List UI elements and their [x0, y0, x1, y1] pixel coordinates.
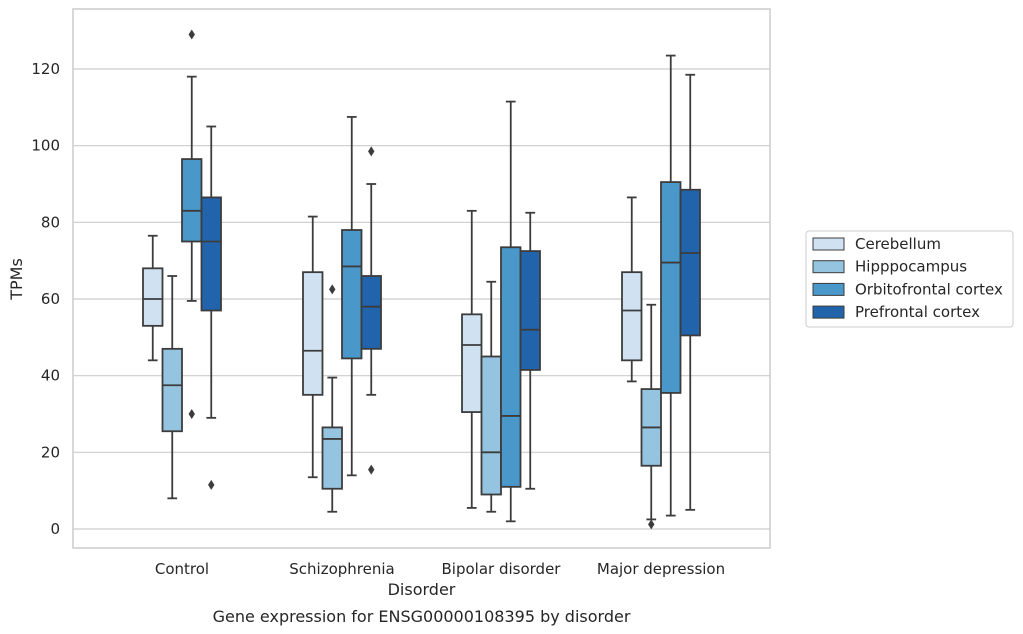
y-tick-label: 100: [31, 137, 60, 155]
box-iqr: [161, 347, 183, 433]
y-tick-label: 20: [41, 443, 60, 461]
box-iqr: [660, 181, 682, 394]
y-axis-ticks: 0 20 40 60 80 100 120: [31, 60, 60, 538]
box-iqr: [679, 188, 701, 337]
chart-title: Gene expression for ENSG00000108395 by d…: [213, 607, 631, 626]
box-iqr: [519, 250, 541, 371]
outlier-point: [329, 284, 336, 295]
box-cerebellum: [461, 209, 483, 509]
plot-frame: [72, 8, 771, 549]
legend-frame: [805, 230, 1014, 328]
box-prefrontal-cortex: [519, 211, 541, 490]
box-iqr: [621, 271, 643, 362]
box-hipppocampus: [161, 275, 183, 500]
box-iqr: [321, 426, 343, 490]
box-iqr: [500, 246, 522, 488]
x-tick-label: Control: [155, 560, 209, 578]
x-tick-label: Bipolar disorder: [442, 560, 562, 578]
box-iqr: [341, 229, 363, 360]
box-prefrontal-cortex: [360, 146, 382, 475]
x-tick-label: Major depression: [597, 560, 725, 578]
legend-swatch: [812, 305, 845, 319]
x-tick-label: Schizophrenia: [289, 560, 394, 578]
box-prefrontal-cortex: [200, 125, 222, 490]
box-cerebellum: [621, 196, 643, 383]
y-tick-label: 80: [41, 213, 60, 231]
legend-entry: Cerebellum: [855, 235, 941, 253]
box-iqr: [142, 267, 164, 327]
box-iqr: [181, 158, 203, 243]
outlier-point: [188, 409, 195, 419]
outlier-point: [188, 29, 195, 40]
x-axis-ticks: Control Schizophrenia Bipolar disorder Majo…: [155, 560, 725, 578]
boxplots: [142, 29, 701, 530]
legend: Cerebellum Hipppocampus Orbitofrontal cort…: [805, 230, 1014, 328]
box-hipppocampus: [480, 280, 502, 513]
box-hipppocampus: [640, 303, 662, 530]
box-prefrontal-cortex: [679, 73, 701, 511]
y-tick-label: 120: [31, 60, 60, 78]
box-orbitofrontal-cortex: [660, 54, 682, 517]
legend-swatch: [812, 282, 845, 296]
y-axis-label: TPMs: [7, 258, 26, 301]
box-iqr: [302, 271, 324, 396]
box-iqr: [360, 275, 382, 350]
outlier-point: [368, 146, 375, 157]
legend-swatch: [812, 260, 845, 274]
y-tick-label: 60: [41, 290, 60, 308]
box-iqr: [200, 196, 222, 312]
box-cerebellum: [142, 234, 164, 362]
legend-entry: Hipppocampus: [855, 258, 967, 276]
box-iqr: [461, 313, 483, 413]
box-cerebellum: [302, 215, 324, 479]
legend-entry: Prefrontal cortex: [855, 303, 980, 321]
y-tick-label: 40: [41, 367, 60, 385]
outlier-point: [208, 479, 215, 490]
box-hipppocampus: [321, 284, 343, 513]
legend-entry: Orbitofrontal cortex: [855, 280, 1003, 298]
legend-swatch: [812, 237, 845, 251]
gridlines: [73, 68, 770, 530]
x-axis-label: Disorder: [388, 580, 456, 599]
box-iqr: [480, 355, 502, 496]
outlier-point: [368, 464, 375, 475]
y-tick-label: 0: [50, 520, 60, 538]
outlier-point: [648, 519, 655, 530]
